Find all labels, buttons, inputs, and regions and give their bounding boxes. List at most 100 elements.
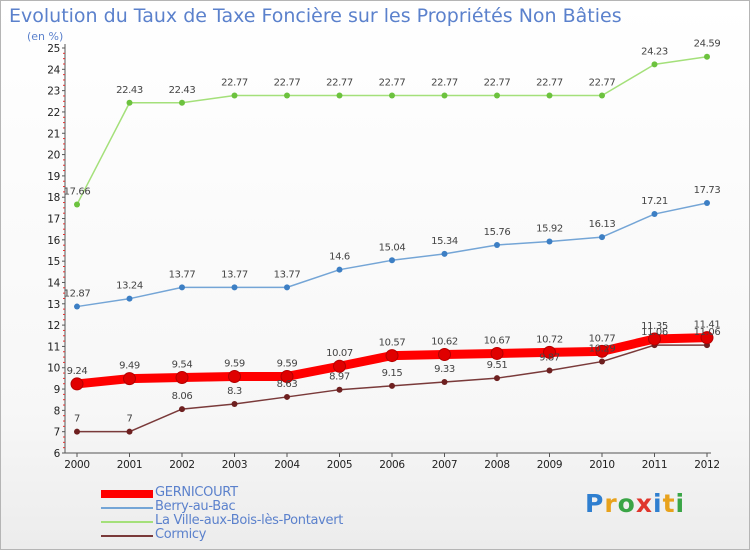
legend-swatch xyxy=(101,507,153,509)
y-tick-label: 14 xyxy=(47,277,60,289)
data-point xyxy=(441,379,448,386)
data-point xyxy=(595,344,609,358)
y-tick-label: 20 xyxy=(47,150,60,162)
data-point xyxy=(648,332,661,346)
data-point xyxy=(599,358,605,365)
legend-label: La Ville-aux-Bois-lès-Pontavert xyxy=(155,513,344,528)
data-label: 8.3 xyxy=(227,386,242,397)
data-point xyxy=(704,53,710,60)
data-point xyxy=(284,393,290,400)
data-point xyxy=(284,92,290,99)
data-label: 9.59 xyxy=(277,358,298,369)
brand-letter: x xyxy=(635,489,653,518)
y-tick-label: 16 xyxy=(47,235,60,247)
x-tick-label: 2009 xyxy=(537,459,563,471)
y-tick-label: 6 xyxy=(54,448,61,460)
data-point xyxy=(74,428,80,435)
y-tick-label: 7 xyxy=(54,427,60,439)
y-tick-label: 19 xyxy=(47,171,60,183)
data-point xyxy=(599,234,605,241)
y-tick-label: 15 xyxy=(47,256,60,268)
data-point xyxy=(123,372,136,386)
brand-letter: r xyxy=(604,489,618,518)
y-tick-label: 11 xyxy=(47,341,60,353)
data-label: 11.41 xyxy=(694,320,721,331)
data-label: 15.04 xyxy=(379,242,406,253)
data-point xyxy=(231,284,238,291)
data-label: 22.43 xyxy=(169,85,196,96)
data-label: 10.77 xyxy=(589,333,616,344)
y-tick-label: 21 xyxy=(47,128,60,140)
data-label: 14.6 xyxy=(329,252,350,263)
data-label: 13.77 xyxy=(221,269,248,280)
x-tick-label: 2005 xyxy=(327,459,353,471)
brand-letter: P xyxy=(585,489,605,518)
data-label: 10.07 xyxy=(326,348,353,359)
data-point xyxy=(126,99,133,106)
data-label: 22.77 xyxy=(431,78,458,89)
data-point xyxy=(175,371,189,385)
data-label: 8.97 xyxy=(329,372,350,383)
data-point xyxy=(546,238,553,245)
data-label: 17.73 xyxy=(694,185,721,196)
data-point xyxy=(389,257,395,264)
data-label: 15.34 xyxy=(431,236,458,247)
x-tick-label: 2010 xyxy=(589,459,615,471)
data-label: 9.24 xyxy=(67,366,88,377)
data-point xyxy=(494,375,500,382)
data-label: 7 xyxy=(127,414,133,425)
data-point xyxy=(546,92,553,99)
legend-label: GERNICOURT xyxy=(155,485,238,500)
data-point xyxy=(494,92,500,99)
data-label: 12.87 xyxy=(64,289,91,300)
data-label: 15.76 xyxy=(484,227,511,238)
legend-label: Berry-au-Bac xyxy=(155,499,236,514)
brand-letter: o xyxy=(617,489,636,518)
data-point xyxy=(179,284,185,291)
y-tick-label: 9 xyxy=(54,384,60,396)
data-point xyxy=(599,92,605,99)
y-tick-label: 18 xyxy=(47,192,60,204)
x-tick-label: 2007 xyxy=(432,459,458,471)
x-tick-label: 2006 xyxy=(379,459,405,471)
data-point xyxy=(385,349,399,363)
data-point xyxy=(651,61,658,68)
data-point xyxy=(231,400,238,407)
y-tick-label: 22 xyxy=(47,107,60,119)
data-point xyxy=(280,369,294,383)
data-point xyxy=(389,382,395,389)
data-label: 22.77 xyxy=(484,78,511,89)
y-tick-label: 25 xyxy=(47,43,60,55)
data-point xyxy=(441,92,448,99)
data-label: 8.63 xyxy=(277,379,298,390)
data-point xyxy=(179,99,185,106)
data-point xyxy=(389,92,395,99)
data-point xyxy=(543,345,556,359)
data-label: 24.23 xyxy=(641,46,668,57)
chart-title: Evolution du Taux de Taxe Foncière sur l… xyxy=(9,5,622,27)
data-point xyxy=(490,346,504,360)
data-label: 16.13 xyxy=(589,219,616,230)
data-point xyxy=(333,359,346,373)
data-point xyxy=(494,241,500,248)
x-tick-label: 2011 xyxy=(642,459,668,471)
data-point xyxy=(74,303,80,310)
legend-swatch xyxy=(101,521,153,523)
y-tick-label: 8 xyxy=(54,405,60,417)
data-label: 11.35 xyxy=(641,321,668,332)
x-tick-label: 2003 xyxy=(222,459,248,471)
data-point xyxy=(231,92,238,99)
brand-logo: Proxiti xyxy=(585,489,685,518)
data-label: 11.06 xyxy=(694,327,721,338)
legend-swatch xyxy=(101,490,153,498)
data-label: 22.77 xyxy=(379,78,406,89)
data-label: 22.43 xyxy=(116,85,143,96)
data-label: 9.54 xyxy=(172,360,193,371)
data-point xyxy=(179,406,185,413)
data-point xyxy=(336,386,343,393)
data-point xyxy=(74,201,80,208)
data-point xyxy=(126,428,133,435)
data-label: 9.87 xyxy=(539,353,560,364)
